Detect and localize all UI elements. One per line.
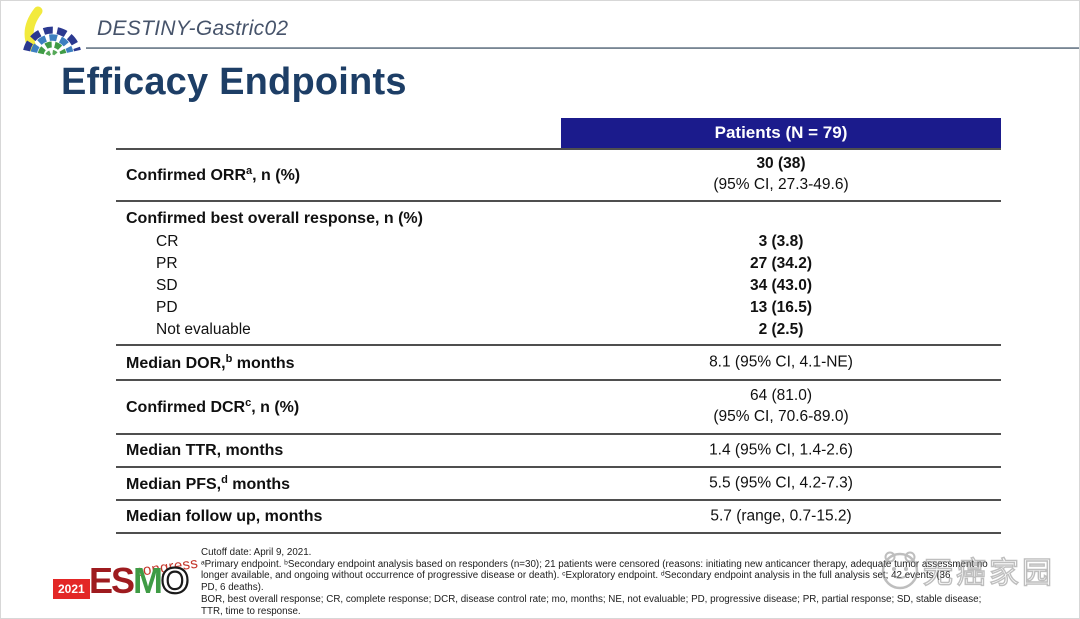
row-value: 1.4 (95% CI, 1.4-2.6) <box>709 441 853 459</box>
row-value: 64 (81.0) (95% CI, 70.6-89.0) <box>713 387 849 425</box>
congress-fan-icon <box>23 6 81 57</box>
table-row-best-overall-response: Confirmed best overall response, n (%) C… <box>116 202 1001 346</box>
row-value: 5.7 (range, 0.7-15.2) <box>710 507 852 525</box>
subrow-label: PR <box>156 255 178 272</box>
table-subrow-pd: PD 13 (16.5) <box>116 297 1001 319</box>
footnote-line: ᵃPrimary endpoint. ᵇSecondary endpoint a… <box>201 558 988 570</box>
subrow-value: 13 (16.5) <box>749 299 813 316</box>
row-label: Median TTR, months <box>126 441 284 459</box>
row-label: Median follow up, months <box>126 507 323 525</box>
esmo-congress-logo: congress 2021 ESMO <box>53 555 213 615</box>
table-subrow-not-evaluable: Not evaluable 2 (2.5) <box>116 319 1001 341</box>
page-title: Efficacy Endpoints <box>61 61 407 103</box>
table-column-header: Patients (N = 79) <box>561 118 1001 148</box>
esmo-year-badge: 2021 <box>53 579 90 599</box>
table-subrow-sd: SD 34 (43.0) <box>116 275 1001 297</box>
table-subrow-cr: CR 3 (3.8) <box>116 231 1001 253</box>
table-row-ttr: Median TTR, months 1.4 (95% CI, 1.4-2.6) <box>116 435 1001 468</box>
row-label: Confirmed best overall response, n (%) <box>126 210 423 227</box>
table-row-dcr: Confirmed DCRc, n (%) 64 (81.0) (95% CI,… <box>116 381 1001 435</box>
subrow-label: Not evaluable <box>156 321 251 338</box>
footnotes: Cutoff date: April 9, 2021. ᵃPrimary end… <box>201 547 1069 617</box>
table-row-follow-up: Median follow up, months 5.7 (range, 0.7… <box>116 501 1001 534</box>
row-value: 8.1 (95% CI, 4.1-NE) <box>709 353 853 371</box>
row-value: 30 (38) (95% CI, 27.3-49.6) <box>713 155 849 193</box>
table-row-dor: Median DOR,b months 8.1 (95% CI, 4.1-NE) <box>116 346 1001 381</box>
subrow-label: PD <box>156 299 178 316</box>
subrow-label: CR <box>156 233 179 250</box>
row-value: 5.5 (95% CI, 4.2-7.3) <box>709 474 853 492</box>
efficacy-table: Patients (N = 79) Confirmed ORRa, n (%) … <box>116 118 1001 534</box>
study-name: DESTINY-Gastric02 <box>97 17 289 40</box>
esmo-wordmark: ESMO <box>89 560 190 601</box>
row-label: Confirmed DCRc, n (%) <box>126 396 300 417</box>
footnote-line: BOR, best overall response; CR, complete… <box>201 593 982 605</box>
footnote-line: Cutoff date: April 9, 2021. <box>201 547 312 558</box>
subrow-value: 34 (43.0) <box>749 277 813 294</box>
table-subrow-pr: PR 27 (34.2) <box>116 253 1001 275</box>
footnote-line: PD, 6 deaths). <box>201 582 264 594</box>
row-label: Median PFS,d months <box>126 473 291 493</box>
row-label: Median DOR,b months <box>126 352 295 372</box>
table-row-pfs: Median PFS,d months 5.5 (95% CI, 4.2-7.3… <box>116 468 1001 501</box>
subrow-value: 3 (3.8) <box>758 233 804 250</box>
footnote-line: longer available, and ongoing without oc… <box>201 570 951 582</box>
subrow-label: SD <box>156 277 178 294</box>
table-row-orr: Confirmed ORRa, n (%) 30 (38) (95% CI, 2… <box>116 150 1001 202</box>
row-label: Confirmed ORRa, n (%) <box>126 164 301 185</box>
subrow-value: 2 (2.5) <box>758 321 804 338</box>
header-divider <box>86 47 1079 49</box>
footnote-line: TTR, time to response. <box>201 605 301 617</box>
table-body: Confirmed ORRa, n (%) 30 (38) (95% CI, 2… <box>116 148 1001 534</box>
subrow-value: 27 (34.2) <box>749 255 813 272</box>
